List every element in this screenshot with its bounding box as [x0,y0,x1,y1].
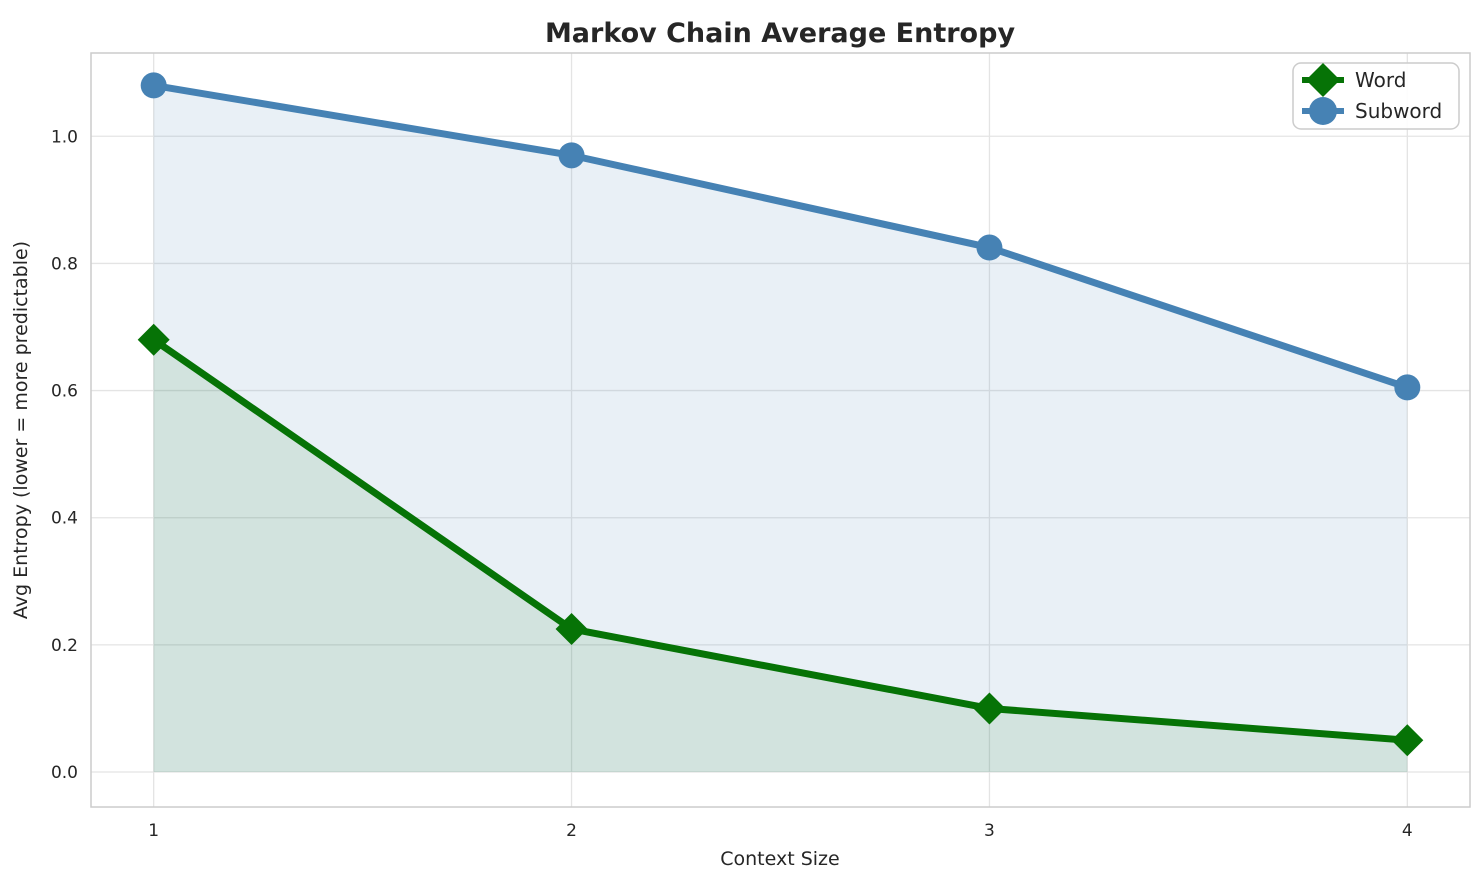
word-marker [1391,724,1424,757]
subword-line [153,81,1409,391]
word-marker [137,323,170,356]
axes-spines [90,52,1471,808]
grid-layer [91,53,1470,807]
y-tick-label: 0.8 [51,254,78,274]
x-tick-label: 4 [1402,821,1413,841]
y-tick-label: 1.0 [51,127,78,147]
subword-marker [1394,374,1421,401]
y-tick-label: 0.4 [51,509,78,529]
series-line-layer [151,81,1409,744]
subword-marker [976,234,1003,261]
marker-layer [137,72,1424,757]
y-axis-label: Avg Entropy (lower = more predictable) [10,241,32,619]
subword-area-fill [153,85,1408,773]
word-area-fill [153,339,1408,773]
word-marker [555,612,588,645]
word-line [151,336,1408,744]
subword-marker [140,72,167,99]
y-tick-label: 0.0 [51,763,78,783]
y-tick-label: 0.2 [51,636,78,656]
legend-label-subword: Subword [1355,99,1442,123]
x-axis-label: Context Size [720,848,839,870]
subword-marker [558,142,585,169]
area-fill-layer [153,85,1408,773]
y-tick-label: 0.6 [51,382,78,402]
legend: Word Subword [1292,62,1460,130]
legend-marker-word [1306,63,1340,97]
x-tick-label: 2 [566,821,577,841]
x-tick-label: 1 [148,821,159,841]
word-marker [973,692,1006,725]
x-tick-label: 3 [984,821,995,841]
tick-labels-layer: 0.0 0.2 0.4 0.6 0.8 1.0 1 2 3 4 [51,127,1413,841]
legend-marker-subword [1309,97,1337,125]
chart-title: Markov Chain Average Entropy [545,18,1016,49]
legend-label-word: Word [1355,68,1406,92]
plot-border [90,52,1471,808]
